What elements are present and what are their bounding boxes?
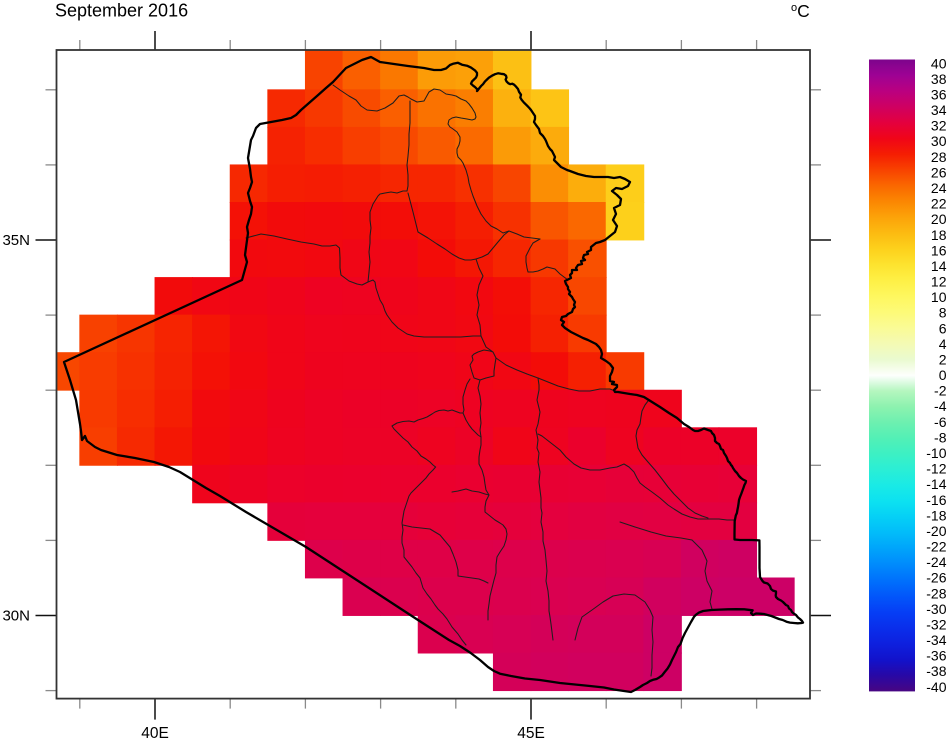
svg-text:30N: 30N bbox=[2, 607, 30, 624]
svg-text:38: 38 bbox=[931, 71, 947, 87]
svg-text:-22: -22 bbox=[926, 539, 946, 555]
svg-text:26: 26 bbox=[931, 164, 947, 180]
svg-text:16: 16 bbox=[931, 242, 947, 258]
svg-text:-26: -26 bbox=[926, 570, 946, 586]
svg-text:14: 14 bbox=[931, 258, 947, 274]
svg-text:30: 30 bbox=[931, 133, 947, 149]
svg-text:40: 40 bbox=[931, 55, 947, 71]
svg-text:-34: -34 bbox=[926, 632, 946, 648]
svg-text:September 2016: September 2016 bbox=[55, 1, 188, 21]
svg-text:35N: 35N bbox=[2, 232, 30, 249]
svg-text:-24: -24 bbox=[926, 554, 946, 570]
svg-text:oC: oC bbox=[791, 1, 810, 21]
svg-text:8: 8 bbox=[939, 305, 947, 321]
svg-text:-40: -40 bbox=[926, 679, 946, 695]
svg-text:-6: -6 bbox=[934, 414, 947, 430]
svg-text:-36: -36 bbox=[926, 648, 946, 664]
svg-text:-32: -32 bbox=[926, 616, 946, 632]
svg-text:-8: -8 bbox=[934, 429, 947, 445]
svg-text:24: 24 bbox=[931, 180, 947, 196]
svg-text:-20: -20 bbox=[926, 523, 946, 539]
svg-text:45E: 45E bbox=[517, 725, 545, 742]
svg-text:-2: -2 bbox=[934, 383, 947, 399]
svg-text:18: 18 bbox=[931, 227, 947, 243]
svg-text:0: 0 bbox=[939, 367, 947, 383]
svg-text:-38: -38 bbox=[926, 663, 946, 679]
svg-text:-14: -14 bbox=[926, 476, 946, 492]
svg-text:-30: -30 bbox=[926, 601, 946, 617]
svg-text:-12: -12 bbox=[926, 461, 946, 477]
svg-text:20: 20 bbox=[931, 211, 947, 227]
svg-text:-10: -10 bbox=[926, 445, 946, 461]
svg-text:28: 28 bbox=[931, 149, 947, 165]
svg-text:22: 22 bbox=[931, 196, 947, 212]
svg-text:40E: 40E bbox=[141, 725, 169, 742]
svg-text:12: 12 bbox=[931, 274, 947, 290]
svg-text:36: 36 bbox=[931, 87, 947, 103]
svg-text:-28: -28 bbox=[926, 585, 946, 601]
svg-text:32: 32 bbox=[931, 118, 947, 134]
svg-text:2: 2 bbox=[939, 352, 947, 368]
svg-text:6: 6 bbox=[939, 320, 947, 336]
svg-text:10: 10 bbox=[931, 289, 947, 305]
svg-text:-18: -18 bbox=[926, 507, 946, 523]
svg-text:34: 34 bbox=[931, 102, 947, 118]
svg-text:-16: -16 bbox=[926, 492, 946, 508]
svg-text:-4: -4 bbox=[934, 398, 947, 414]
svg-text:4: 4 bbox=[939, 336, 947, 352]
